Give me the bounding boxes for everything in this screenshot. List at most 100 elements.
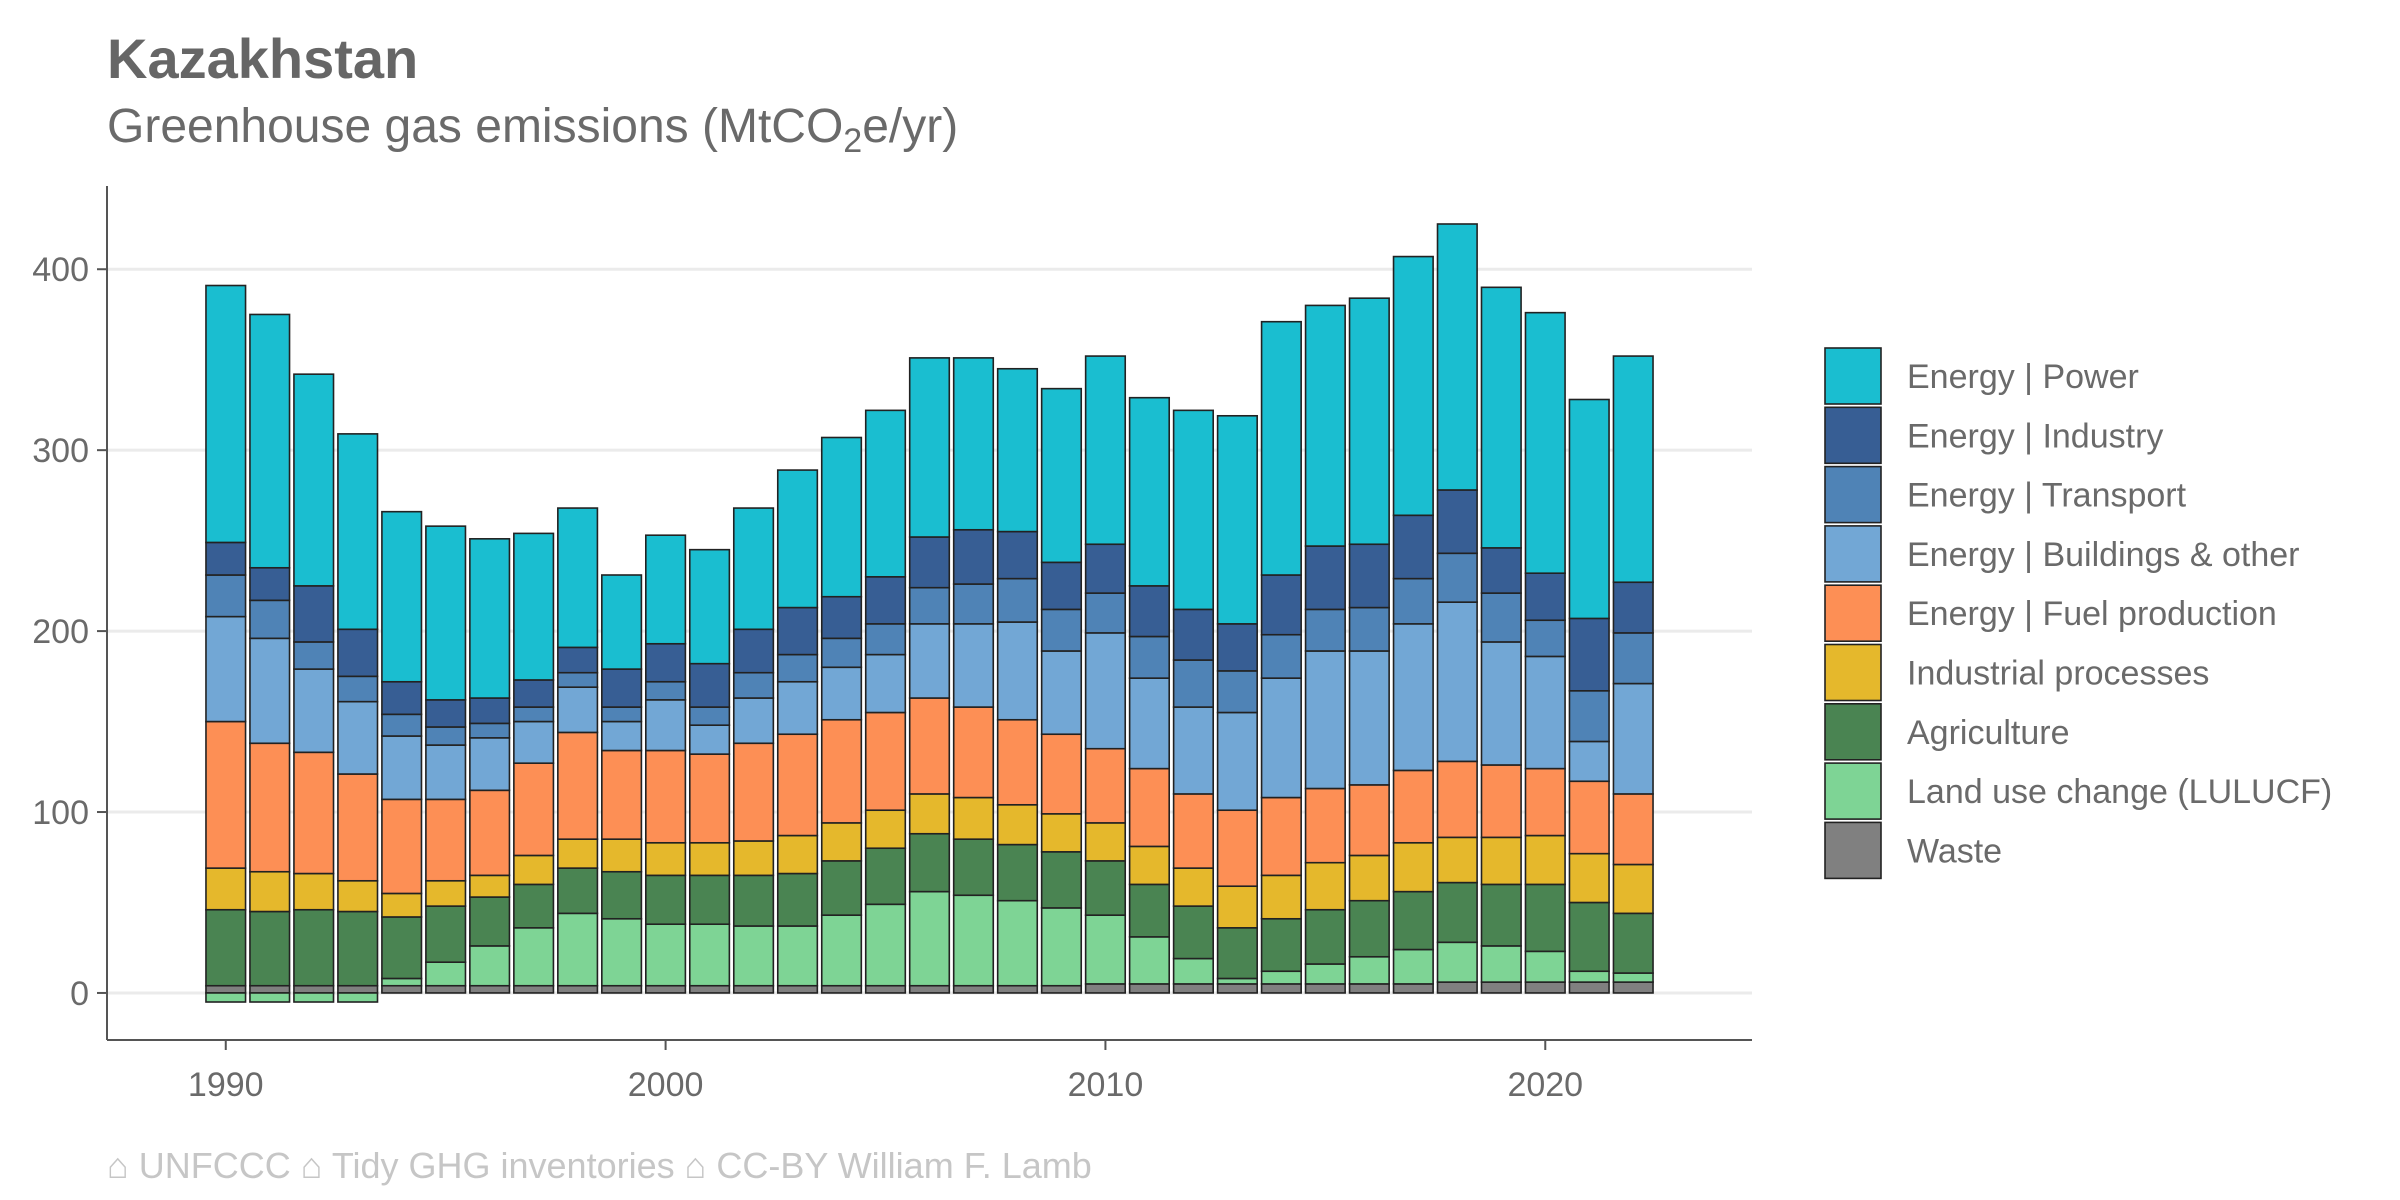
bar-segment	[1524, 619, 1566, 658]
bar-segment	[864, 903, 907, 987]
bar-segment	[513, 762, 555, 857]
legend-label: Energy | Industry	[1907, 417, 2163, 455]
bar-segment	[1128, 585, 1171, 638]
bar-segment	[1348, 650, 1390, 786]
bar-segment	[205, 615, 247, 723]
bar-segment	[601, 984, 643, 994]
legend-label: Energy | Fuel production	[1907, 595, 2277, 633]
bar-segment	[1392, 577, 1434, 625]
bar-segment	[1084, 914, 1127, 985]
bar-segment	[1612, 682, 1654, 795]
bar-segment	[513, 706, 555, 723]
bar-segment	[1392, 623, 1434, 772]
bar-segment	[249, 984, 291, 994]
bar-segment	[1084, 747, 1127, 824]
bar-segment	[513, 927, 555, 987]
bar-segment	[820, 436, 863, 598]
bar-segment	[337, 992, 379, 1003]
bar-segment	[645, 749, 687, 844]
bar-segment	[557, 507, 599, 649]
bar-segment	[908, 623, 951, 699]
bar-segment	[908, 697, 951, 795]
bar-segment	[1216, 927, 1258, 980]
bar-segment	[1172, 659, 1214, 708]
bar-segment	[513, 679, 555, 708]
bar-segment	[820, 666, 863, 721]
legend-key	[1824, 643, 1882, 702]
bar-segment	[864, 847, 907, 906]
bar-segment	[776, 834, 819, 875]
bar-segment	[1260, 917, 1302, 973]
bar-segment	[601, 749, 643, 840]
bar-segment	[952, 984, 995, 994]
bar-segment	[1480, 945, 1522, 983]
bar-segment	[1348, 899, 1390, 958]
bar-segment	[1304, 545, 1346, 611]
bar-segment	[1524, 767, 1566, 837]
bar-segment	[908, 586, 951, 625]
bar-segment	[908, 793, 951, 835]
bar-segment	[688, 724, 731, 755]
bar-segment	[425, 798, 467, 882]
bar-segment	[337, 675, 379, 703]
bar-segment	[293, 585, 335, 643]
bar-segment	[776, 680, 819, 736]
bar-segment	[1216, 977, 1258, 985]
bar-segment	[645, 680, 687, 701]
legend-key	[1824, 525, 1882, 583]
bar-segment	[1392, 890, 1434, 951]
bar-segment	[381, 713, 423, 737]
x-tick-label: 2000	[628, 1066, 704, 1104]
bar-segment	[1172, 706, 1214, 795]
bar-segment	[205, 908, 247, 987]
bar-segment	[1392, 514, 1434, 580]
bar-segment	[952, 838, 995, 897]
bar-segment	[205, 541, 247, 576]
bar-segment	[1128, 845, 1171, 886]
bar-segment	[1568, 901, 1610, 973]
bar-segment	[776, 733, 819, 837]
bar-segment	[952, 583, 995, 625]
bar-segment	[908, 832, 951, 893]
bar-segment	[1128, 396, 1171, 587]
bar-segment	[1480, 547, 1522, 594]
bar-segment	[1436, 881, 1478, 944]
bar-segment	[996, 803, 1039, 846]
bar-segment	[337, 773, 379, 882]
y-tick-label: 200	[32, 613, 89, 651]
bar-segment	[732, 874, 775, 927]
bar-segment	[1436, 489, 1478, 555]
bar-segment	[1524, 950, 1566, 983]
y-tick-label: 400	[32, 251, 89, 289]
bar-segment	[732, 697, 775, 745]
bar-segment	[1348, 784, 1390, 857]
legend-label: Agriculture	[1907, 714, 2070, 752]
bar-segment	[996, 621, 1039, 721]
y-tick-label: 300	[32, 432, 89, 470]
bar-segment	[1612, 912, 1654, 974]
bar-segment	[952, 623, 995, 708]
bar-segment	[776, 469, 819, 609]
bar-segment	[1524, 572, 1566, 622]
bar-segment	[1436, 941, 1478, 983]
chart-title: Kazakhstan	[107, 27, 418, 90]
bar-segment	[776, 984, 819, 994]
bar-segment	[1260, 320, 1302, 576]
bar-segment	[908, 536, 951, 589]
bar-segment	[776, 925, 819, 987]
bar-segment	[381, 916, 423, 980]
bar-segment	[645, 874, 687, 926]
bar-segment	[1172, 905, 1214, 960]
legend-key	[1824, 584, 1882, 643]
bar-segment	[293, 751, 335, 875]
bar-segment	[864, 711, 907, 812]
bar-segment	[1524, 311, 1566, 574]
bar-segment	[513, 883, 555, 929]
bar-segment	[1084, 592, 1127, 634]
bar-segment	[996, 718, 1039, 806]
bar-segment	[557, 686, 599, 734]
chart-subtitle: Greenhouse gas emissions (MtCO2e/yr)	[107, 100, 958, 160]
bar-segment	[1612, 793, 1654, 866]
bar-segment	[1304, 983, 1346, 994]
